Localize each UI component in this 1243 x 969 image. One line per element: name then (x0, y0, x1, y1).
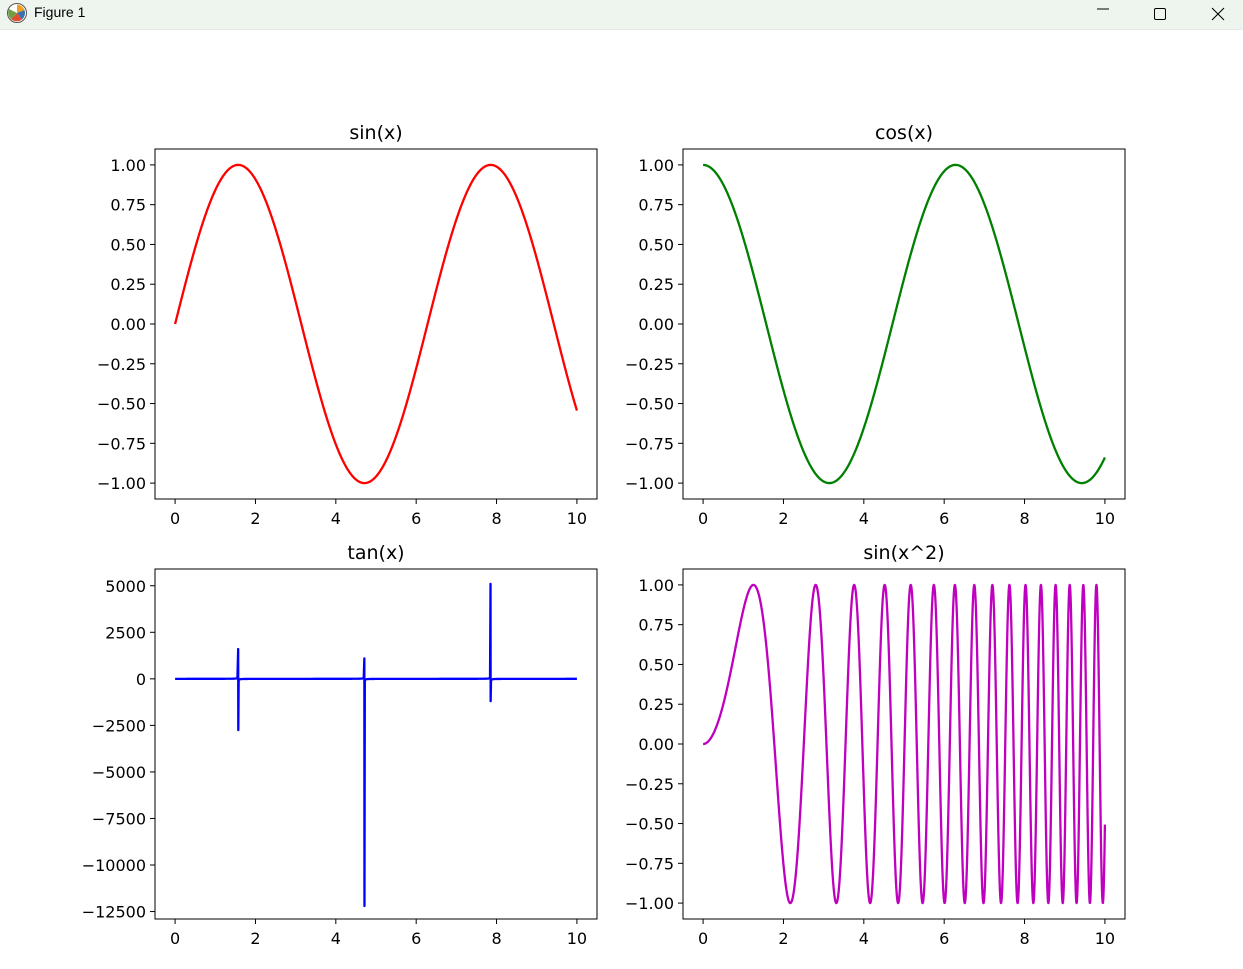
y-tick-label: 0.75 (638, 616, 674, 635)
x-tick-label: 4 (859, 929, 869, 948)
y-tick-label: 0.00 (638, 735, 674, 754)
subplot-sin: 0 2 4 6 8 10 1.00 0.75 0.50 0.25 0.00 −0.25 −0.50 −0.… (97, 122, 598, 528)
x-tick-label: 6 (939, 509, 949, 528)
x-tick-label: 8 (1019, 509, 1029, 528)
close-button[interactable] (1195, 0, 1241, 29)
x-tick-label: 8 (491, 929, 501, 948)
axes-title: sin(x^2) (863, 542, 944, 564)
series-line-cos (702, 163, 1106, 485)
x-tick-label: 10 (1095, 509, 1115, 528)
maximize-icon (1154, 8, 1166, 20)
x-tick-label: 2 (778, 509, 788, 528)
axes-title: sin(x) (349, 122, 402, 144)
close-icon (1211, 7, 1225, 21)
x-tick-label: 4 (331, 509, 341, 528)
x-tick-label: 8 (491, 509, 501, 528)
y-tick-label: 0.00 (638, 315, 674, 334)
subplot-cos: 0 2 4 6 8 10 1.00 0.75 0.50 0.25 0.00 −0.25 −0.50 −0.… (625, 122, 1126, 528)
y-tick-label: −1.00 (97, 474, 146, 493)
y-tick-label: −10000 (82, 856, 146, 875)
axes-frame (154, 148, 598, 500)
y-tick-label: 2500 (105, 623, 146, 642)
y-tick-label: −0.25 (625, 775, 674, 794)
y-tick-label: −2500 (92, 716, 146, 735)
x-tick-label: 0 (698, 509, 708, 528)
y-tick-label: 0.50 (638, 655, 674, 674)
figure-canvas: 0 2 4 6 8 10 1.00 0.75 0.50 0.25 0.00 −0.25 −0.50 −0.… (82, 122, 1126, 948)
axes-frame (682, 148, 1126, 500)
x-tick-label: 2 (778, 929, 788, 948)
y-tick-label: −5000 (92, 763, 146, 782)
axes-title: tan(x) (347, 542, 404, 564)
x-tick-label: 10 (567, 929, 587, 948)
minimize-button[interactable] (1080, 0, 1126, 29)
y-tick-label: 0.50 (110, 235, 146, 254)
axes-frame (154, 568, 598, 920)
series-line-sin_sq (702, 583, 1107, 905)
y-tick-label: 1.00 (638, 576, 674, 595)
x-tick-label: 6 (411, 509, 421, 528)
y-tick-label: −1.00 (625, 474, 674, 493)
subplot-tan: 0 2 4 6 8 10 5000 2500 0 −2500 −5000 −7500 −10000 −12… (82, 542, 598, 948)
window-titlebar: Figure 1 (0, 0, 1243, 30)
matplotlib-logo-icon (7, 3, 27, 23)
y-tick-label: 0.25 (638, 695, 674, 714)
y-tick-label: −0.75 (625, 434, 674, 453)
x-tick-label: 2 (250, 929, 260, 948)
series-line-tan (174, 582, 578, 908)
x-tick-label: 4 (859, 509, 869, 528)
y-tick-label: 0.50 (638, 235, 674, 254)
y-tick-label: −12500 (82, 903, 146, 922)
y-tick-label: 1.00 (110, 156, 146, 175)
x-tick-label: 6 (939, 929, 949, 948)
minimize-icon (1097, 8, 1109, 10)
y-tick-label: −0.25 (97, 355, 146, 374)
y-tick-label: 0.75 (110, 196, 146, 215)
x-tick-label: 4 (331, 929, 341, 948)
y-tick-label: 0.25 (110, 275, 146, 294)
maximize-button[interactable] (1137, 0, 1183, 29)
y-tick-label: 5000 (105, 577, 146, 596)
y-tick-label: 0.25 (638, 275, 674, 294)
y-tick-label: −7500 (92, 809, 146, 828)
x-tick-label: 0 (170, 929, 180, 948)
series-line-sin (173, 163, 579, 485)
y-tick-label: −0.50 (625, 395, 674, 414)
x-tick-label: 10 (567, 509, 587, 528)
y-tick-label: −0.50 (97, 395, 146, 414)
x-tick-label: 6 (411, 929, 421, 948)
y-tick-label: −1.00 (625, 894, 674, 913)
y-tick-label: 0.75 (638, 196, 674, 215)
x-tick-label: 0 (698, 929, 708, 948)
x-tick-label: 8 (1019, 929, 1029, 948)
y-tick-label: −0.50 (625, 815, 674, 834)
x-tick-label: 2 (250, 509, 260, 528)
y-tick-label: −0.75 (625, 854, 674, 873)
y-tick-label: 0.00 (110, 315, 146, 334)
y-tick-label: −0.25 (625, 355, 674, 374)
subplot-sin_sq: 0 2 4 6 8 10 1.00 0.75 0.50 0.25 0.00 −0.25 −0.50 −0.… (625, 542, 1126, 948)
y-tick-label: −0.75 (97, 434, 146, 453)
window-title: Figure 1 (34, 4, 86, 20)
axes-title: cos(x) (875, 122, 933, 144)
y-tick-label: 0 (136, 670, 146, 689)
y-tick-label: 1.00 (638, 156, 674, 175)
x-tick-label: 0 (170, 509, 180, 528)
x-tick-label: 10 (1095, 929, 1115, 948)
